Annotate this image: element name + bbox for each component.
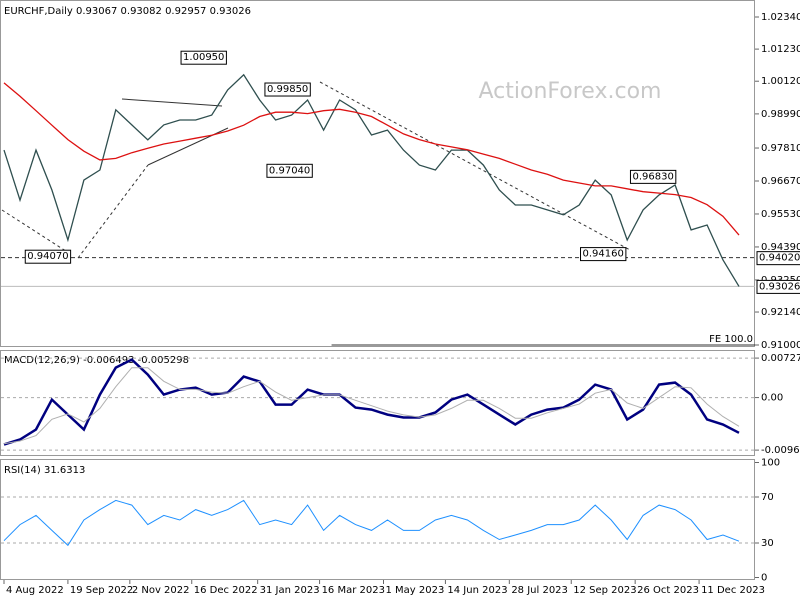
y-tick-label: 70 bbox=[761, 492, 774, 503]
x-tick-label: 2 Nov 2022 bbox=[132, 585, 190, 596]
label-box bbox=[756, 251, 800, 266]
y-tick-label: 30 bbox=[761, 538, 774, 549]
price-annotation: 0.94160 bbox=[583, 249, 624, 260]
y-tick-label: -0.009683 bbox=[761, 445, 800, 456]
y-tick-label: 0 bbox=[761, 573, 767, 584]
trend-line bbox=[319, 81, 631, 251]
chart-title: EURCHF,Daily 0.93067 0.93082 0.92957 0.9… bbox=[4, 6, 251, 17]
triangle-line bbox=[121, 98, 223, 107]
trend-line bbox=[77, 164, 149, 259]
price-annotation: 0.94070 bbox=[27, 251, 68, 262]
fe-label: FE 100.0 bbox=[709, 334, 753, 345]
rsi-title: RSI(14) 31.6313 bbox=[4, 465, 85, 476]
x-tick-label: 14 Jun 2023 bbox=[447, 585, 507, 596]
price-panel bbox=[0, 0, 755, 347]
y-tick-label: 0.95530 bbox=[761, 209, 800, 220]
y-tick-label: 0.94390 bbox=[761, 242, 800, 253]
y-tick-label: 1.01230 bbox=[761, 44, 800, 55]
series-line bbox=[3, 73, 740, 287]
y-tick-label: 0.007278 bbox=[761, 353, 800, 364]
price-annotation: 0.99850 bbox=[267, 84, 308, 95]
price-annotation: 1.00950 bbox=[183, 52, 224, 63]
y-tick-label: 0.91000 bbox=[761, 340, 800, 351]
price-annotation: 0.96830 bbox=[632, 171, 673, 182]
x-tick-label: 12 Sep 2023 bbox=[573, 585, 636, 596]
label-box bbox=[266, 163, 313, 178]
x-tick-label: 1 May 2023 bbox=[385, 585, 444, 596]
rsi-panel bbox=[0, 459, 755, 580]
series-line bbox=[3, 358, 740, 446]
y-tick-label: 0.92140 bbox=[761, 307, 800, 318]
y-tick-label: 1.00120 bbox=[761, 76, 800, 87]
y-tick-label: 100 bbox=[761, 458, 780, 469]
label-box bbox=[264, 82, 311, 97]
label-box bbox=[24, 249, 72, 264]
macd-panel bbox=[0, 350, 755, 456]
y-tick-label: 0.97810 bbox=[761, 143, 800, 154]
macd-title: MACD(12,26,9) -0.006493 -0.005298 bbox=[4, 355, 189, 366]
y-tick-label: 0.98990 bbox=[761, 109, 800, 120]
label-box bbox=[756, 279, 800, 294]
level-label: 0.93026 bbox=[759, 281, 800, 292]
x-tick-label: 16 Mar 2023 bbox=[322, 585, 385, 596]
series-line bbox=[3, 499, 740, 547]
x-tick-label: 26 Oct 2023 bbox=[637, 585, 699, 596]
x-tick-label: 28 Jul 2023 bbox=[511, 585, 568, 596]
series-line bbox=[3, 367, 740, 445]
label-box bbox=[180, 50, 227, 65]
x-tick-label: 4 Aug 2022 bbox=[6, 585, 64, 596]
label-box bbox=[580, 247, 627, 262]
y-tick-label: 0.00 bbox=[761, 393, 783, 404]
x-tick-label: 31 Jan 2023 bbox=[260, 585, 320, 596]
price-annotation: 0.97040 bbox=[269, 165, 310, 176]
y-tick-label: 0.96670 bbox=[761, 176, 800, 187]
x-tick-label: 19 Sep 2022 bbox=[70, 585, 133, 596]
watermark: ActionForex.com bbox=[479, 79, 662, 104]
level-label: 0.94020 bbox=[759, 253, 800, 264]
y-tick-label: 1.02340 bbox=[761, 12, 800, 23]
label-box bbox=[629, 169, 677, 184]
x-tick-label: 11 Dec 2023 bbox=[701, 585, 765, 596]
trend-line bbox=[1, 209, 73, 256]
series-line bbox=[3, 82, 740, 236]
x-tick-label: 16 Dec 2022 bbox=[194, 585, 258, 596]
